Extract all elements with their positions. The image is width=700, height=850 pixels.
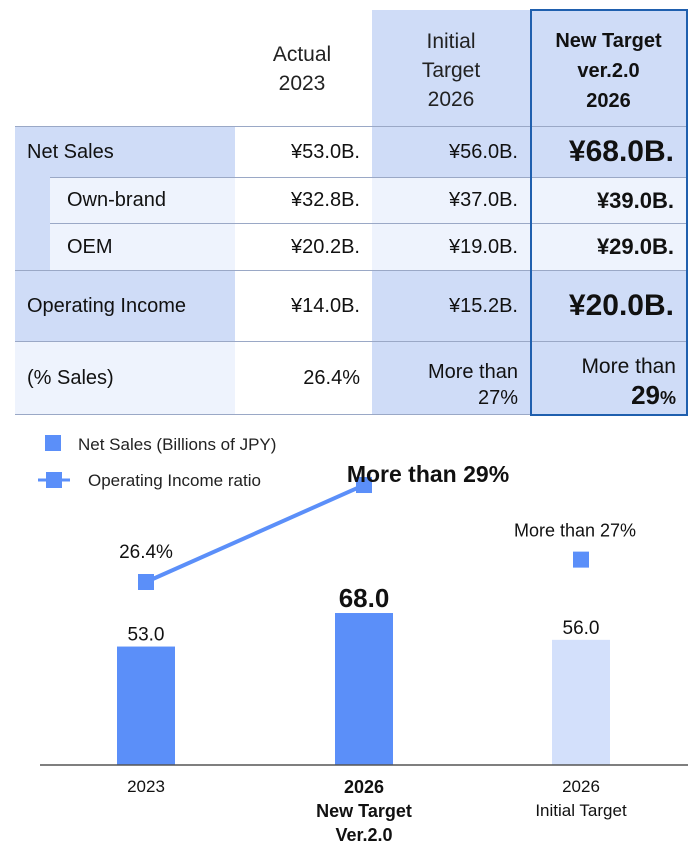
- legend-net-sales-label: Net Sales (Billions of JPY): [78, 435, 276, 454]
- oem-new-target: ¥29.0B.: [596, 234, 674, 259]
- ratio-marker-0: [138, 574, 154, 590]
- category-label-2026-initial-line1: 2026: [562, 777, 600, 796]
- oem-actual: ¥20.2B.: [291, 235, 360, 258]
- bar-value-label-1: 68.0: [339, 583, 390, 613]
- row-op-income-label-bg: [15, 271, 235, 341]
- header-new-target-bg: [531, 10, 686, 126]
- row-own-brand-label: Own-brand: [67, 189, 166, 211]
- oem-initial: ¥19.0B.: [449, 235, 518, 258]
- row-oem-label: OEM: [67, 235, 113, 258]
- header-initial-target: Initial Target 2026: [421, 30, 481, 111]
- category-label-2023: 2023: [127, 777, 165, 796]
- category-label-2026-new-line1: 2026: [344, 777, 384, 797]
- bar-value-label-0: 53.0: [128, 625, 165, 646]
- divider: [15, 341, 686, 342]
- bar-2: [552, 639, 610, 765]
- col-new-net-sales-bg: [531, 127, 686, 177]
- legend-op-ratio-label: Operating Income ratio: [88, 471, 261, 490]
- bar-1: [335, 613, 393, 765]
- divider: [15, 414, 686, 415]
- divider: [50, 223, 686, 224]
- own-brand-new-target: ¥39.0B.: [596, 187, 674, 213]
- divider: [50, 177, 686, 178]
- col-initial-subrow-bg-2: [372, 224, 530, 270]
- row-net-sales-label: Net Sales: [27, 140, 114, 163]
- op-income-new-target: ¥20.0B.: [568, 289, 674, 322]
- header-actual: Actual 2023: [272, 43, 332, 95]
- category-label-2026-initial-line2: Initial Target: [535, 801, 627, 820]
- header-initial-bg: [372, 10, 530, 126]
- col-initial-op-income-bg: [372, 271, 530, 341]
- plot-area: 53.0 68.0 56.0 26.4% More than 29% More than …: [117, 461, 636, 765]
- legend-net-sales-swatch: [45, 435, 61, 451]
- category-label-2026-new-line2: New Target: [316, 801, 412, 821]
- legend: Net Sales (Billions of JPY) Operating In…: [38, 435, 276, 490]
- ratio-line: [145, 483, 365, 584]
- pct-new-target: More than 29%: [581, 355, 676, 410]
- col-initial-net-sales-bg: [372, 127, 530, 177]
- col-new-subrow-bg-2: [531, 224, 686, 270]
- net-sales-initial: ¥56.0B.: [449, 140, 518, 163]
- ratio-marker-2: [573, 551, 589, 568]
- col-new-subrow-bg-1: [531, 178, 686, 223]
- bar-value-label-2: 56.0: [563, 618, 600, 639]
- divider: [15, 270, 686, 271]
- col-new-pct-bg: [531, 342, 686, 414]
- x-axis-labels: 2023 2026 New Target Ver.2.0 2026 Initia…: [127, 777, 627, 845]
- pct-initial: More than 27%: [427, 361, 518, 409]
- row-pct-label-bg: [15, 342, 235, 414]
- category-label-2026-new-line3: Ver.2.0: [335, 825, 392, 845]
- ratio-label-0: 26.4%: [119, 542, 173, 563]
- own-brand-initial: ¥37.0B.: [449, 189, 518, 211]
- header-new-target: New Target ver.2.0 2026: [555, 30, 662, 112]
- legend-op-ratio-swatch: [46, 472, 62, 488]
- pct-actual: 26.4%: [303, 366, 360, 389]
- ratio-label-2: More than 27%: [514, 521, 636, 541]
- op-income-initial: ¥15.2B.: [449, 294, 518, 317]
- ratio-marker-1: [356, 477, 372, 494]
- divider: [15, 126, 686, 127]
- chart: Net Sales (Billions of JPY) Operating In…: [38, 435, 688, 845]
- col-initial-pct-bg: [372, 342, 530, 414]
- row-op-income-label: Operating Income: [27, 294, 186, 317]
- own-brand-actual: ¥32.8B.: [291, 189, 360, 211]
- col-new-op-income-bg: [531, 271, 686, 341]
- net-sales-new-target: ¥68.0B.: [568, 135, 674, 168]
- row-net-sales-label-bg: [15, 127, 235, 177]
- net-sales-actual: ¥53.0B.: [291, 140, 360, 163]
- new-target-highlight: [530, 9, 688, 416]
- row-pct-label: (% Sales): [27, 366, 114, 389]
- row-own-brand-label-bg: [50, 178, 235, 223]
- subrow-indent-bar: [15, 177, 50, 270]
- op-income-actual: ¥14.0B.: [291, 294, 360, 317]
- ratio-label-1: More than 29%: [347, 461, 509, 487]
- row-oem-label-bg: [50, 224, 235, 270]
- bar-0: [117, 646, 175, 765]
- col-initial-subrow-bg-1: [372, 178, 530, 223]
